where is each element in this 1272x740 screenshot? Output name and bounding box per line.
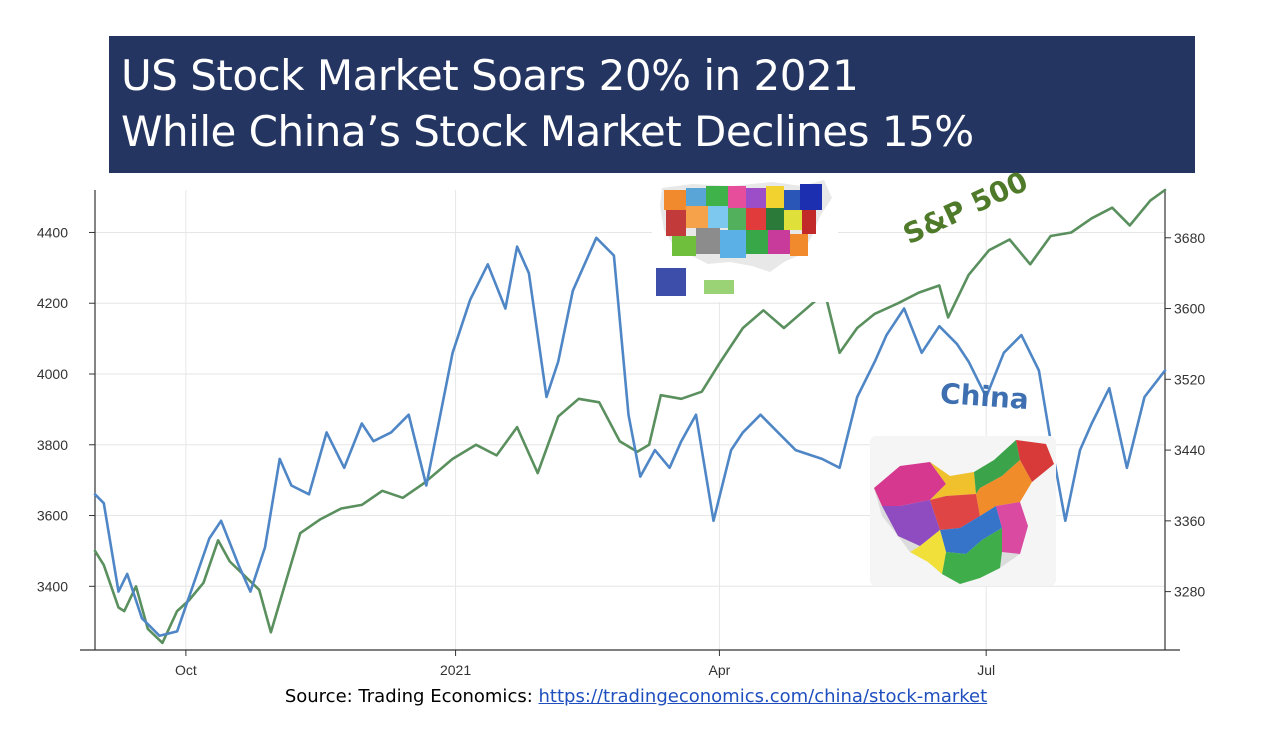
y-left-tick-label: 4000 [37, 366, 68, 382]
us-states-map-icon [656, 180, 832, 296]
x-tick-label: Jul [977, 662, 995, 678]
y-left-tick-label: 3800 [37, 437, 68, 453]
y-right-tick-label: 3600 [1174, 301, 1205, 317]
x-tick-label: Oct [175, 662, 197, 678]
y-right-tick-label: 3360 [1174, 513, 1205, 529]
source-link[interactable]: https://tradingeconomics.com/china/stock… [538, 686, 988, 707]
source-line: Source: Trading Economics: https://tradi… [0, 686, 1272, 707]
y-right-tick-label: 3520 [1174, 371, 1205, 387]
y-right-tick-label: 3440 [1174, 442, 1205, 458]
china-provinces-map-icon [874, 440, 1054, 584]
us-map-image [652, 176, 838, 302]
axis-layer [80, 190, 1180, 656]
china-map-image [870, 436, 1056, 586]
sp500-series-line [93, 188, 1167, 645]
y-left-tick-label: 3400 [37, 578, 68, 594]
y-right-tick-label: 3680 [1174, 230, 1205, 246]
y-left-tick-label: 3600 [37, 508, 68, 524]
grid-layer [95, 190, 1165, 650]
title-banner: US Stock Market Soars 20% in 2021 While … [109, 36, 1195, 173]
series-layer [93, 188, 1167, 645]
title-line-2: While China’s Stock Market Declines 15% [121, 107, 974, 156]
china-series-line [93, 236, 1167, 638]
x-tick-label: 2021 [440, 662, 471, 678]
y-left-tick-label: 4400 [37, 224, 68, 240]
tick-label-layer: 3400 3600 3800 4000 4200 4400 3280 3360 3440 3520… [37, 224, 1206, 678]
x-tick-label: Apr [709, 662, 731, 678]
china-annotation: China [938, 376, 1030, 417]
source-prefix: Source: Trading Economics: [284, 686, 539, 707]
y-left-tick-label: 4200 [37, 295, 68, 311]
title-line-1: US Stock Market Soars 20% in 2021 [121, 51, 859, 100]
y-right-tick-label: 3280 [1174, 584, 1205, 600]
